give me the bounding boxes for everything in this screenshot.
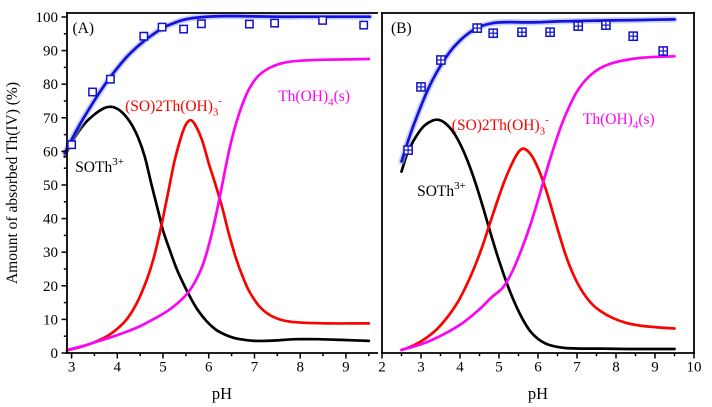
- x-tick-label: 2: [378, 360, 386, 376]
- data-point-marker: [244, 19, 254, 29]
- data-point-marker: [179, 24, 189, 34]
- annotation-label-thoh4s: Th(OH)4(s): [278, 88, 350, 109]
- data-point-marker: [601, 20, 611, 30]
- annotation-label-soth: SOTh3+: [75, 156, 124, 176]
- x-tick-label: 4: [456, 360, 464, 376]
- annotation-label-so2thoh3: (SO)2Th(OH)3-: [452, 114, 549, 138]
- annotation-panel-label: (A): [73, 20, 95, 37]
- marker-square: [88, 87, 98, 97]
- data-point-marker: [517, 27, 527, 38]
- y-tick-label: 80: [43, 77, 58, 93]
- y-tick-label: 40: [43, 212, 58, 228]
- data-point-marker: [270, 18, 280, 28]
- y-tick-label: 50: [43, 178, 58, 194]
- series-halo-model-fit: [61, 12, 373, 157]
- data-point-marker: [88, 87, 98, 97]
- marker-square: [157, 22, 167, 32]
- series-line-model-fit: [63, 14, 372, 155]
- panel-a: 3 4 5 6 7 8 90102030405060708090100(A)(SO)2Th(…: [36, 10, 378, 403]
- marker-square: [179, 24, 189, 34]
- data-point-marker: [403, 145, 413, 155]
- data-point-marker: [359, 20, 369, 30]
- panel-b: 2 3 4 5 6 7 8 9 10 (B) (SO)2Th(OH)3- Th(OH)4(s) SOTh…: [378, 12, 702, 403]
- x-axis-label: pH: [528, 384, 548, 403]
- data-point-marker: [157, 22, 167, 32]
- data-point-marker: [573, 21, 584, 31]
- annotation-label-so2thoh3: (SO)2Th(OH)3-: [125, 95, 222, 119]
- data-point-marker: [545, 27, 555, 38]
- y-tick-label: 90: [43, 44, 58, 60]
- x-tick-label: 10: [687, 360, 702, 376]
- y-tick-label: 10: [43, 312, 58, 328]
- x-tick-label: 5: [159, 360, 167, 376]
- x-tick-label: 8: [612, 360, 620, 376]
- series-line-th-oh-4-s: [400, 54, 676, 352]
- series-line-soth3: [63, 105, 371, 343]
- data-point-marker: [318, 15, 328, 25]
- marker-square: [318, 15, 328, 25]
- y-tick-label: 100: [36, 10, 59, 26]
- x-tick-label: 9: [342, 360, 350, 376]
- y-axis-label: Amount of absorbed Th(IV) (%): [4, 82, 21, 284]
- marker-square: [244, 19, 254, 29]
- y-tick-label: 30: [43, 245, 58, 261]
- series-line-soth3: [400, 118, 676, 351]
- y-tick-label: 0: [51, 346, 59, 362]
- series-line-model-fit: [400, 18, 676, 163]
- x-tick-label: 6: [534, 360, 542, 376]
- marker-square: [105, 74, 115, 84]
- marker-square: [67, 140, 77, 150]
- data-point-marker: [436, 55, 446, 65]
- x-tick-label: 6: [205, 360, 213, 376]
- annotation-label-thoh4s: Th(OH)4(s): [583, 111, 655, 131]
- y-tick-label: 20: [43, 279, 58, 295]
- data-point-marker: [628, 31, 639, 42]
- x-tick-label: 4: [114, 360, 122, 376]
- data-point-marker: [658, 46, 669, 56]
- x-tick-label: 7: [573, 360, 581, 376]
- data-point-marker: [196, 19, 206, 29]
- marker-square: [139, 31, 149, 41]
- x-axis-label: pH: [212, 384, 232, 403]
- data-point-marker: [139, 31, 149, 41]
- series-line-th-oh-4-s: [65, 57, 371, 352]
- y-tick-label: 70: [43, 111, 58, 127]
- x-tick-label: 3: [417, 360, 425, 376]
- marker-square: [359, 20, 369, 30]
- x-tick-label: 8: [296, 360, 304, 376]
- data-point-marker: [67, 140, 77, 150]
- x-tick-label: 9: [651, 360, 659, 376]
- data-point-marker: [488, 28, 499, 39]
- marker-square: [270, 18, 280, 28]
- x-tick-label: 5: [495, 360, 503, 376]
- marker-square: [196, 19, 206, 29]
- annotation-label-soth: SOTh3+: [417, 180, 466, 200]
- data-point-marker: [105, 74, 115, 84]
- annotation-panel-label: (B): [391, 20, 412, 37]
- x-tick-label: 7: [251, 360, 259, 376]
- x-tick-label: 3: [68, 360, 76, 376]
- series-line-so-2th-oh-3: [65, 118, 371, 352]
- data-point-marker: [472, 23, 483, 33]
- data-point-marker: [416, 82, 426, 92]
- series-line-so-2th-oh-3: [400, 147, 676, 352]
- y-tick-label: 60: [43, 144, 58, 160]
